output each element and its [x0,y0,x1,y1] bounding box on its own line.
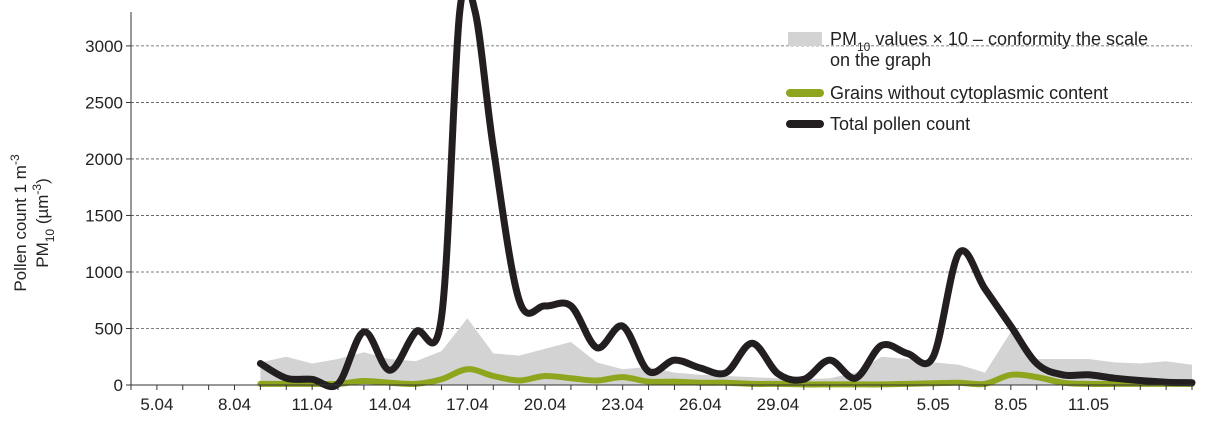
series-area-pm10 [260,318,1192,385]
x-tick-label-11.04: 11.04 [292,395,333,414]
x-tick-label-8.04: 8.04 [218,395,251,414]
y-tick-label-2000: 2000 [85,150,123,169]
x-tick-label-17.04: 17.04 [446,395,489,414]
pm10-area-layer [260,318,1192,385]
y-tick-label-500: 500 [95,319,123,338]
legend-label-pm10: PM10 values × 10 – conformity the scale [830,29,1148,54]
legend-label-total: Total pollen count [830,114,970,134]
legend-label-grains: Grains without cytoplasmic content [830,83,1108,103]
x-tick-label-20.04: 20.04 [524,395,567,414]
x-tick-label-8.05: 8.05 [994,395,1027,414]
x-tick-labels: 5.04 8.04 11.04 14.04 17.04 20.04 23.04 26.04 29… [140,395,1109,414]
x-tick-label-5.04: 5.04 [140,395,173,414]
x-tick-label-2.05: 2.05 [839,395,872,414]
y-tick-label-1500: 1500 [85,206,123,225]
x-tick-label-26.04: 26.04 [679,395,722,414]
x-tick-label-29.04: 29.04 [757,395,800,414]
y-tick-labels: 0 500 1000 1500 2000 2500 3000 [85,37,123,395]
legend: PM10 values × 10 – conformity the scale … [786,29,1148,134]
x-tick-label-23.04: 23.04 [601,395,644,414]
legend-swatch-pm10 [788,32,822,46]
y-tick-label-0: 0 [114,376,123,395]
y-tick-label-1000: 1000 [85,263,123,282]
x-tick-label-11.05: 11.05 [1068,395,1109,414]
series-line-layer [256,0,1196,391]
y-tick-label-3000: 3000 [85,37,123,56]
series-line-grains [257,366,1195,388]
y-tick-label-2500: 2500 [85,93,123,112]
legend-label-pm10-line2: on the graph [830,50,931,70]
y-axis-title-line1: Pollen count 1 m-3 [8,154,30,292]
axes [126,12,1193,390]
y-axis-title-line2: PM10 (µm-3) [30,178,57,268]
series-line-total [256,0,1196,391]
x-tick-label-5.05: 5.05 [917,395,950,414]
x-tick-label-14.04: 14.04 [369,395,412,414]
grid-lines [131,45,1192,329]
